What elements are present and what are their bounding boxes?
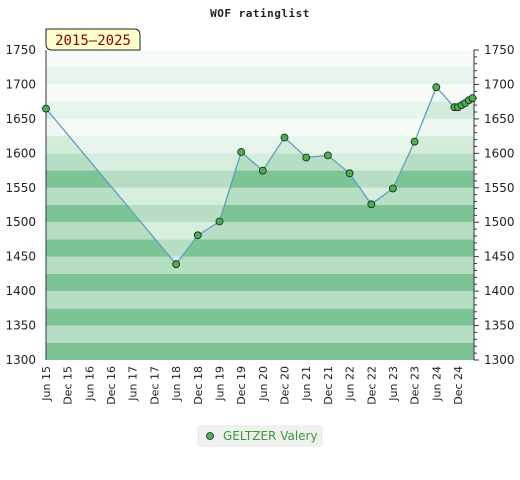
background-band bbox=[46, 153, 474, 171]
y-tick-label-right: 1500 bbox=[484, 215, 515, 229]
y-tick-label-right: 1550 bbox=[484, 181, 515, 195]
background-band bbox=[46, 222, 474, 240]
y-tick-label-right: 1300 bbox=[484, 353, 515, 367]
rating-point[interactable] bbox=[280, 133, 289, 142]
y-tick-label-right: 1600 bbox=[484, 146, 515, 160]
y-tick-label-left: 1450 bbox=[5, 250, 36, 264]
x-tick-label: Dec 21 bbox=[322, 366, 335, 405]
chart-title: WOF ratinglist bbox=[210, 7, 310, 20]
rating-point[interactable] bbox=[345, 169, 354, 178]
background-band bbox=[46, 342, 474, 360]
background-band bbox=[46, 136, 474, 154]
x-tick-label: Jun 15 bbox=[40, 366, 53, 402]
background-band bbox=[46, 325, 474, 343]
background-band bbox=[46, 84, 474, 102]
background-band bbox=[46, 256, 474, 274]
rating-point[interactable] bbox=[172, 260, 181, 269]
y-axis-left: 1300 1350 1400 1450 1500 1550 1600 1650 1700 1750 bbox=[5, 43, 47, 367]
background-band bbox=[46, 239, 474, 257]
x-tick-label: Jun 21 bbox=[300, 366, 313, 402]
x-tick-label: Jun 16 bbox=[83, 366, 96, 402]
period-label: 2015–2025 bbox=[55, 33, 131, 49]
rating-point[interactable] bbox=[410, 137, 419, 146]
rating-point[interactable] bbox=[367, 200, 376, 209]
x-tick-label: Jun 24 bbox=[430, 366, 443, 402]
rating-points bbox=[42, 83, 477, 269]
background-band bbox=[46, 291, 474, 309]
y-tick-label-left: 1500 bbox=[5, 215, 36, 229]
x-tick-label: Jun 23 bbox=[387, 366, 400, 402]
y-tick-label-left: 1300 bbox=[5, 353, 36, 367]
rating-point[interactable] bbox=[237, 148, 246, 156]
x-tick-label: Dec 22 bbox=[365, 366, 378, 405]
y-tick-label-right: 1750 bbox=[484, 43, 515, 57]
y-tick-label-left: 1550 bbox=[5, 181, 36, 195]
legend: GELTZER Valery bbox=[197, 425, 323, 447]
rating-point[interactable] bbox=[432, 83, 441, 92]
x-tick-label: Dec 20 bbox=[279, 366, 292, 405]
background-band bbox=[46, 50, 474, 68]
x-tick-label: Jun 18 bbox=[170, 366, 183, 402]
rating-point[interactable] bbox=[323, 151, 332, 160]
x-tick-label: Jun 22 bbox=[344, 366, 357, 402]
y-tick-label-left: 1600 bbox=[5, 146, 36, 160]
y-tick-label-right: 1450 bbox=[484, 250, 515, 264]
rating-point[interactable] bbox=[193, 231, 202, 240]
rating-area bbox=[46, 50, 474, 265]
background-band bbox=[46, 67, 474, 85]
x-tick-label: Dec 15 bbox=[62, 366, 75, 405]
x-tick-label: Jun 20 bbox=[257, 366, 270, 402]
y-tick-label-left: 1750 bbox=[5, 43, 36, 57]
background-band bbox=[46, 308, 474, 326]
x-tick-label: Jun 17 bbox=[127, 366, 140, 402]
y-tick-label-right: 1700 bbox=[484, 77, 515, 91]
legend-label: GELTZER Valery bbox=[223, 429, 318, 443]
rating-point[interactable] bbox=[302, 153, 311, 162]
period-badge: 2015–2025 bbox=[45, 28, 141, 51]
rating-point[interactable] bbox=[258, 166, 267, 175]
background-bands bbox=[46, 50, 474, 360]
background-band bbox=[46, 187, 474, 205]
background-band bbox=[46, 118, 474, 137]
background-band bbox=[46, 273, 474, 292]
background-band bbox=[46, 205, 474, 223]
rating-point[interactable] bbox=[388, 184, 397, 193]
y-tick-label-left: 1400 bbox=[5, 284, 36, 298]
x-tick-label: Dec 16 bbox=[105, 366, 118, 405]
rating-point[interactable] bbox=[42, 104, 50, 113]
y-tick-label-right: 1350 bbox=[484, 319, 515, 333]
y-tick-label-right: 1650 bbox=[484, 112, 515, 126]
x-tick-label: Dec 24 bbox=[452, 366, 465, 405]
y-tick-label-left: 1650 bbox=[5, 112, 36, 126]
background-band bbox=[46, 101, 474, 119]
rating-point[interactable] bbox=[468, 94, 477, 103]
x-tick-label: Dec 19 bbox=[235, 366, 248, 405]
y-tick-label-right: 1400 bbox=[484, 284, 515, 298]
x-axis: Jun 15 Dec 15 Jun 16 Dec 16 Jun 17 Dec 17 Jun … bbox=[40, 366, 465, 405]
y-tick-label-left: 1350 bbox=[5, 319, 36, 333]
y-axis-right: 1300 1350 1400 1450 1500 1550 1600 1650 1700 1750 bbox=[473, 43, 515, 367]
x-tick-label: Jun 19 bbox=[213, 366, 226, 402]
x-tick-label: Dec 23 bbox=[409, 366, 422, 405]
x-tick-label: Dec 18 bbox=[192, 366, 205, 405]
rating-point[interactable] bbox=[215, 217, 224, 226]
y-tick-label-left: 1700 bbox=[5, 77, 36, 91]
x-tick-label: Dec 17 bbox=[148, 366, 161, 405]
background-band bbox=[46, 170, 474, 188]
legend-marker bbox=[206, 432, 214, 440]
